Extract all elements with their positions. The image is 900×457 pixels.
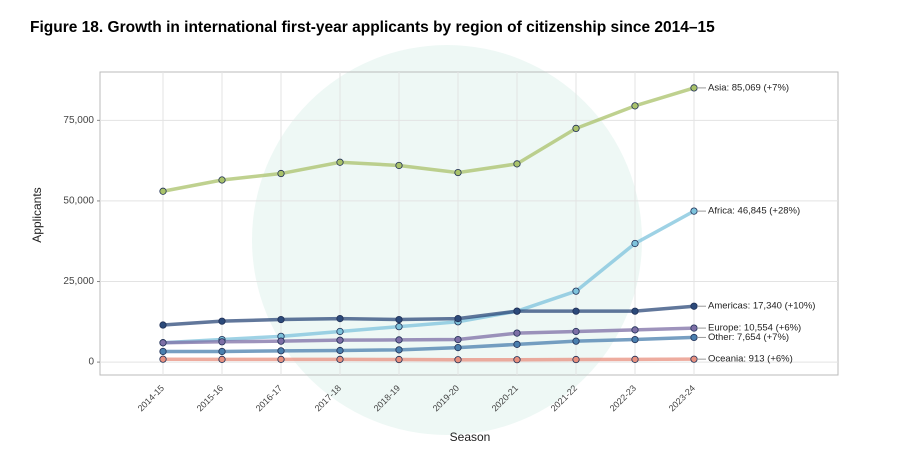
y-tick-label: 50,000 bbox=[63, 196, 94, 207]
watermark bbox=[252, 45, 642, 435]
data-point bbox=[336, 355, 344, 363]
data-point bbox=[454, 335, 462, 344]
data-point bbox=[572, 337, 580, 345]
series-label: Asia: 85,069 (+7%) bbox=[708, 82, 789, 93]
data-point bbox=[277, 347, 285, 355]
series-line bbox=[162, 326, 695, 345]
data-point bbox=[454, 314, 462, 323]
data-point bbox=[572, 327, 580, 336]
data-point bbox=[218, 338, 226, 346]
data-point bbox=[454, 168, 462, 177]
data-point bbox=[690, 302, 698, 310]
data-point bbox=[395, 161, 403, 170]
series-line bbox=[162, 304, 695, 327]
data-point bbox=[395, 315, 403, 324]
data-point bbox=[572, 287, 580, 295]
data-point bbox=[690, 207, 698, 215]
data-point bbox=[513, 356, 521, 364]
data-point bbox=[513, 329, 521, 337]
data-point bbox=[454, 356, 462, 364]
x-tick-label: 2023-24 bbox=[667, 383, 697, 413]
series-label: Africa: 46,845 (+28%) bbox=[708, 206, 800, 217]
series-label: Europe: 10,554 (+6%) bbox=[708, 323, 801, 334]
data-point bbox=[395, 323, 403, 331]
data-point bbox=[690, 355, 698, 363]
data-point bbox=[277, 315, 285, 324]
data-point bbox=[277, 355, 285, 363]
data-point bbox=[336, 314, 344, 323]
data-point bbox=[513, 307, 521, 315]
y-axis-title: Applicants bbox=[30, 187, 44, 242]
data-point bbox=[572, 124, 580, 133]
data-point bbox=[395, 346, 403, 354]
series-label: Americas: 17,340 (+10%) bbox=[708, 301, 815, 312]
data-point bbox=[336, 327, 344, 336]
data-point bbox=[336, 336, 344, 344]
x-tick-label: 2016-17 bbox=[254, 383, 284, 413]
data-point bbox=[159, 355, 167, 363]
data-point bbox=[631, 355, 639, 363]
series-line bbox=[162, 86, 695, 193]
data-point bbox=[218, 176, 226, 184]
series-label: Other: 7,654 (+7%) bbox=[708, 332, 789, 343]
x-tick-label: 2015-16 bbox=[195, 383, 225, 413]
series-line bbox=[163, 335, 695, 354]
plot-frame bbox=[99, 71, 839, 376]
data-point bbox=[277, 337, 285, 345]
series-line bbox=[162, 209, 695, 345]
x-axis-title: Season bbox=[450, 430, 491, 444]
data-point bbox=[513, 160, 521, 168]
data-point bbox=[690, 333, 698, 342]
y-tick-label: 25,000 bbox=[63, 276, 94, 287]
series-line bbox=[162, 357, 695, 362]
data-point bbox=[513, 340, 521, 348]
data-point bbox=[395, 355, 403, 364]
data-point bbox=[572, 307, 580, 315]
data-point bbox=[690, 84, 698, 92]
data-point bbox=[218, 355, 226, 363]
data-point bbox=[572, 355, 580, 364]
data-point bbox=[690, 324, 698, 332]
data-point bbox=[277, 169, 285, 178]
data-point bbox=[631, 102, 639, 110]
data-point bbox=[631, 239, 639, 248]
data-point bbox=[159, 347, 167, 356]
data-point bbox=[395, 336, 403, 344]
y-tick-label: 75,000 bbox=[63, 115, 94, 126]
chart-title: Figure 18. Growth in international first… bbox=[30, 19, 715, 36]
data-point bbox=[336, 346, 344, 355]
data-point bbox=[218, 317, 226, 325]
data-point bbox=[159, 339, 167, 347]
data-point bbox=[159, 321, 167, 329]
series-label: Oceania: 913 (+6%) bbox=[708, 354, 793, 365]
data-point bbox=[631, 326, 639, 334]
data-point bbox=[454, 344, 462, 352]
data-point bbox=[159, 187, 167, 195]
data-point bbox=[336, 158, 344, 166]
x-tick-label: 2014-15 bbox=[136, 383, 166, 413]
y-tick-label: 0 bbox=[88, 357, 94, 368]
data-point bbox=[631, 307, 639, 315]
x-tick-label: 2022-23 bbox=[608, 383, 638, 413]
data-point bbox=[631, 335, 639, 344]
data-point bbox=[218, 347, 226, 356]
